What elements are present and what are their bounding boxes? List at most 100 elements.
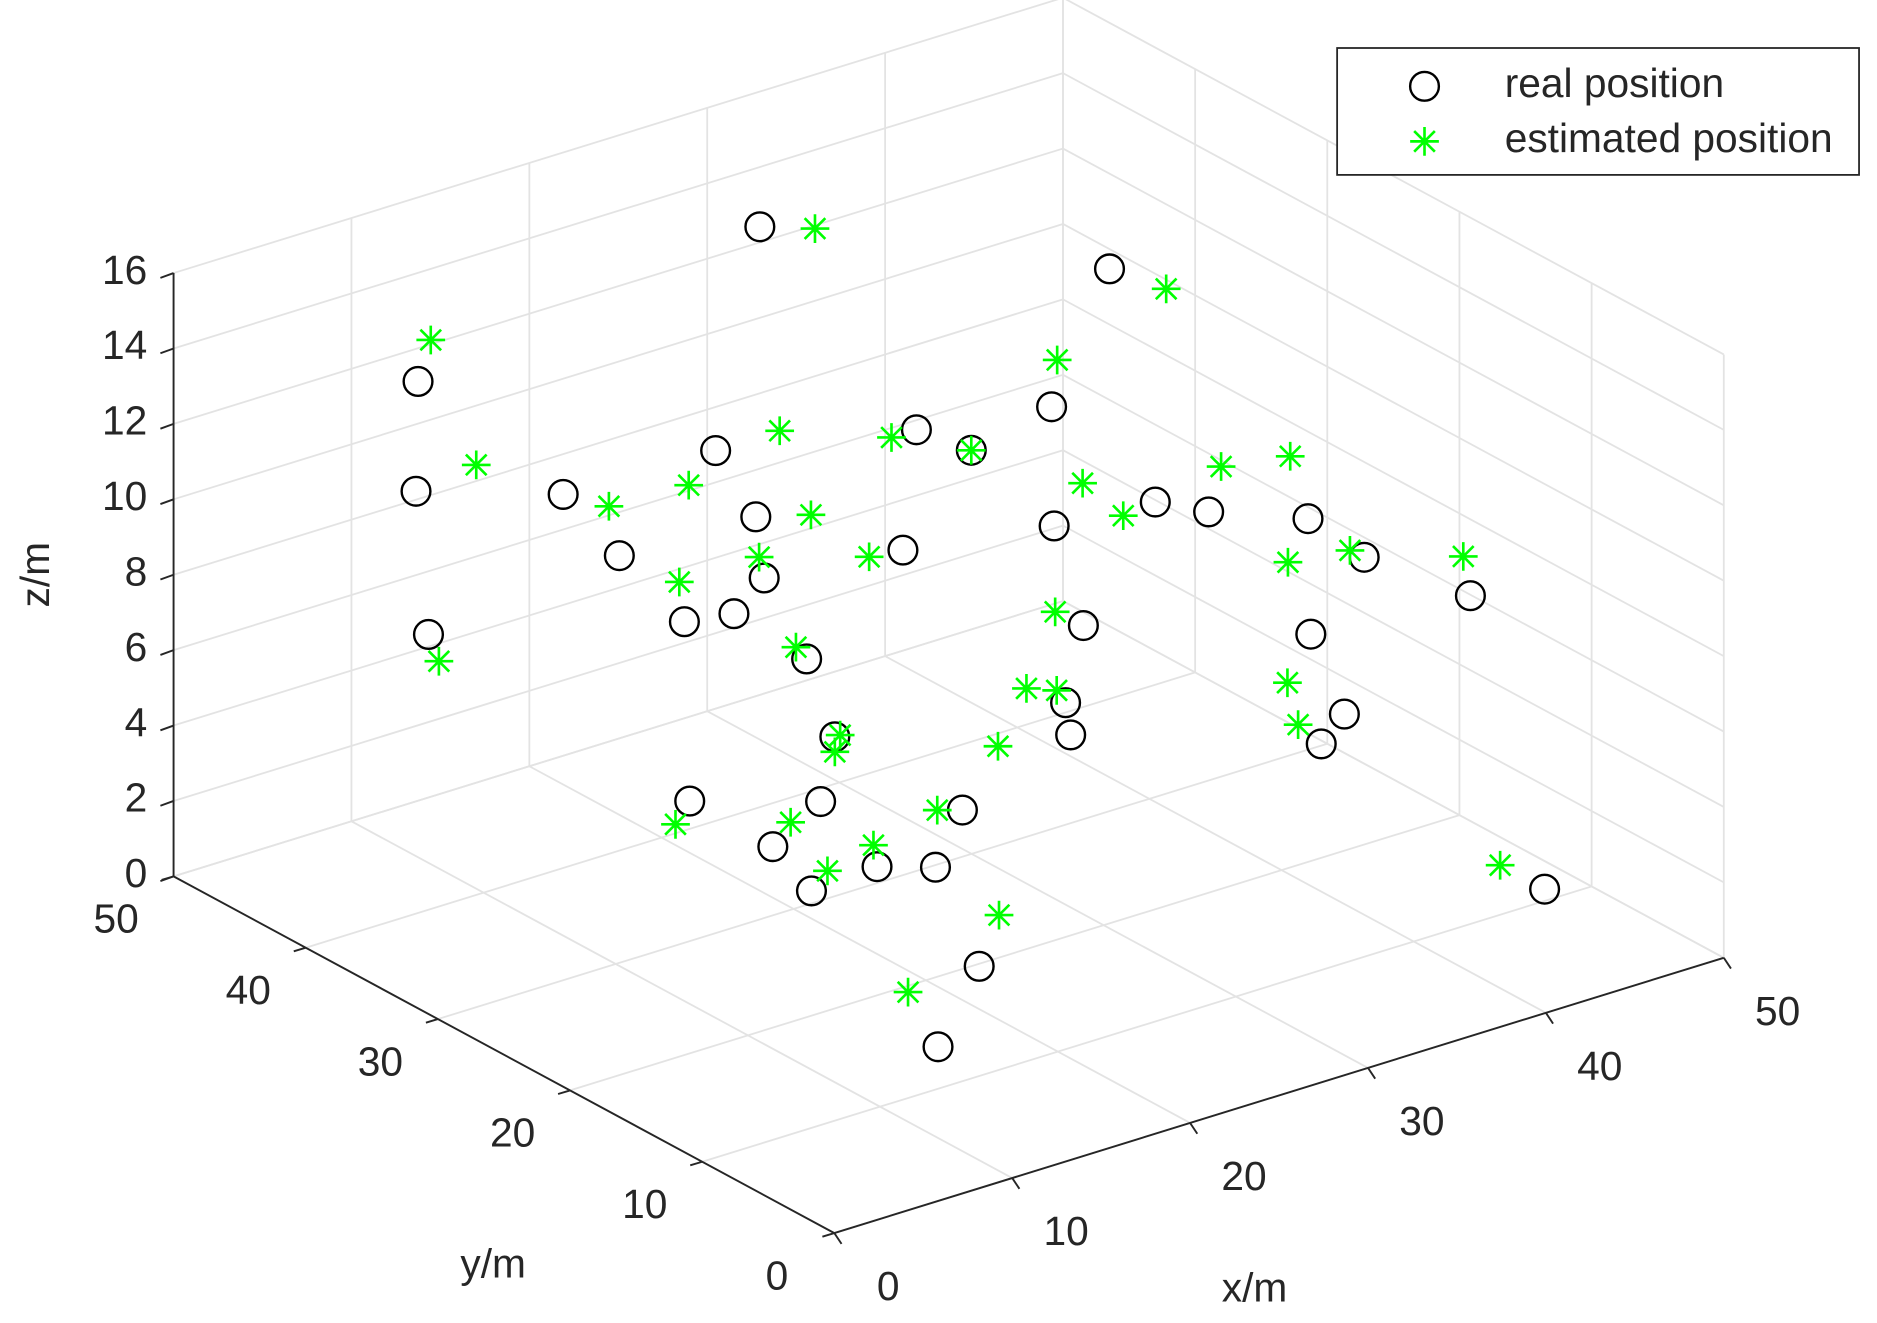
x-tick [1189,1122,1199,1135]
z-tick [160,875,174,883]
estimated-point [661,809,690,839]
z-tick-label: 8 [125,548,148,594]
real-point [400,475,432,507]
estimated-point [594,491,624,521]
real-point [946,794,978,826]
x-tick-label: 50 [1755,988,1800,1034]
estimated-point [416,325,446,355]
estimated-point [1068,468,1097,498]
real-point [1529,873,1561,905]
estimated-point [424,646,454,676]
legend-marker [1410,127,1439,156]
real-point [1050,687,1082,719]
estimated-point [1151,274,1181,304]
grid-line [173,298,1064,576]
estimated-point [674,470,704,500]
estimated-point [820,737,850,767]
real-point [668,606,700,638]
y-tick-label: 40 [226,967,271,1013]
x-tick-label: 0 [877,1263,900,1309]
estimated-point [781,632,811,662]
estimated-point [1335,536,1365,565]
estimated-point [776,807,805,837]
real-point [1093,253,1126,285]
y-axis-line [173,875,835,1234]
real-point [1295,618,1327,650]
estimated-point [1273,668,1302,698]
real-point [748,562,780,594]
grid-line [173,147,1064,425]
grid-line [1062,600,1725,959]
z-tick-label: 2 [125,775,148,821]
x-tick-label: 40 [1577,1043,1622,1089]
estimated-point [1042,676,1072,705]
real-point [919,851,952,883]
estimated-point [859,830,888,860]
points [400,211,1561,1063]
x-tick-label: 10 [1043,1208,1088,1254]
real-point [740,501,772,533]
real-point [1292,503,1324,535]
real-point [1139,486,1171,518]
estimated-point [1040,597,1070,627]
z-axis-label: z/m [12,542,58,608]
z-tick-label: 12 [102,398,147,444]
estimated-point [765,416,795,446]
real-point [795,875,828,907]
y-tick-label: 20 [490,1110,535,1156]
z-tick [160,800,174,807]
estimated-point [1012,674,1041,703]
estimated-point [825,720,855,750]
z-tick-label: 14 [102,322,147,368]
z-tick-label: 10 [102,473,147,519]
estimated-point [1275,441,1305,471]
z-tick [160,724,174,732]
real-point [744,211,776,243]
real-point [603,540,635,572]
y-tick-label: 30 [358,1038,403,1084]
x-tick [833,1232,843,1245]
z-tick [160,422,174,430]
real-point [922,1031,954,1063]
real-point [1055,719,1087,751]
real-point [861,851,893,883]
grid-line [351,820,1013,1179]
y-tick [425,1018,439,1024]
real-point [757,831,789,863]
y-tick [689,1160,703,1167]
estimated-point [956,435,986,465]
y-tick [293,946,307,953]
estimated-point [664,567,694,597]
legend-label: real position [1505,60,1724,106]
real-point [1305,728,1337,760]
estimated-point [983,731,1013,761]
real-point [547,478,579,510]
y-tick-label: 10 [622,1181,667,1227]
real-point [1328,698,1360,730]
grid-line [528,765,1191,1124]
estimated-point [461,450,491,480]
grid-line [1062,72,1725,431]
estimated-point [1108,501,1138,531]
real-point [674,785,706,817]
real-point [700,435,732,467]
estimated-point [877,423,906,452]
x-axis-label: x/m [1222,1264,1288,1310]
grid-line [173,449,1064,727]
z-tick [160,649,174,656]
estimated-point [1042,345,1072,375]
estimated-point [800,214,830,243]
real-point [412,618,445,651]
x-tick [1011,1177,1021,1190]
real-point [1038,510,1070,542]
x-tick [1367,1067,1376,1080]
x-tick [1722,957,1732,970]
real-point [1193,496,1225,528]
real-point [791,643,823,675]
estimated-point [796,500,826,530]
legend-label: estimated position [1505,115,1833,161]
x-tick-label: 30 [1399,1098,1444,1144]
y-tick-label: 0 [766,1252,789,1298]
